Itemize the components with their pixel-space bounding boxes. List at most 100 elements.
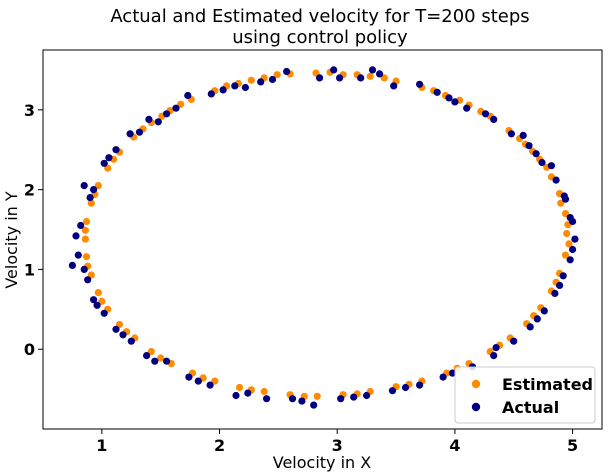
point-actual-38 [206,381,214,389]
legend-marker-actual [471,402,481,412]
y-ticks: 0 1 2 3 [24,101,43,359]
point-actual-54 [559,272,567,280]
point-estimated-12 [366,72,374,80]
point-actual-85 [532,150,540,158]
point-actual-3 [552,176,560,184]
point-actual-7 [490,115,498,123]
point-actual-63 [268,75,277,84]
point-actual-45 [388,387,397,395]
y-tick-label-1: 1 [24,260,35,279]
point-actual-6 [507,130,515,138]
point-estimated-40 [260,387,268,396]
point-actual-4 [538,158,546,167]
point-actual-65 [172,104,180,112]
point-actual-25 [90,186,98,194]
point-estimated-61 [380,74,388,82]
y-axis-label: Velocity in Y [2,191,21,289]
point-actual-56 [569,245,577,254]
point-actual-22 [126,130,134,138]
x-tick-label-2: 3 [332,436,343,455]
point-actual-86 [451,98,459,106]
point-estimated-27 [82,217,91,226]
point-estimated-88 [247,76,255,84]
plot-frame [42,49,603,430]
point-estimated-73 [157,354,165,362]
point-actual-50 [510,337,518,345]
chart-title-line2: using control policy [232,27,408,48]
point-actual-43 [337,395,345,403]
point-actual-18 [207,90,215,98]
point-estimated-71 [98,297,106,305]
point-actual-60 [433,88,441,96]
point-actual-69 [68,261,76,269]
point-actual-35 [143,352,151,360]
legend: Estimated Actual [454,366,596,424]
point-actual-16 [257,78,265,86]
point-actual-74 [194,377,202,385]
point-actual-30 [84,276,92,284]
point-estimated-31 [94,289,102,297]
point-actual-76 [298,397,306,405]
point-estimated-35 [147,348,155,356]
point-actual-32 [100,309,108,317]
point-actual-62 [330,66,338,74]
point-actual-87 [357,74,365,82]
point-actual-0 [571,235,579,243]
point-actual-21 [145,115,153,123]
y-tick-label-0: 0 [24,340,35,359]
point-actual-5 [525,142,533,150]
point-actual-81 [533,315,541,323]
point-estimated-29 [82,253,91,261]
point-actual-59 [481,110,490,118]
x-axis-label: Velocity in X [273,453,372,472]
point-actual-37 [185,373,193,381]
point-actual-12 [368,66,377,74]
point-actual-73 [151,357,159,365]
point-actual-52 [540,307,548,315]
x-tick-label-1: 2 [214,436,225,455]
point-estimated-55 [561,251,570,259]
point-actual-11 [390,82,398,90]
point-actual-13 [336,74,344,82]
point-estimated-84 [557,199,565,207]
point-actual-89 [154,118,162,126]
point-actual-10 [416,80,424,88]
point-actual-61 [376,70,384,78]
point-actual-41 [288,395,297,403]
y-tick-label-2: 2 [24,181,35,200]
legend-label-actual: Actual [502,398,559,417]
y-tick-label-3: 3 [24,101,35,120]
point-actual-68 [86,194,94,202]
point-actual-15 [283,67,291,76]
point-actual-34 [127,337,135,345]
x-tick-label-0: 1 [96,436,107,455]
legend-box [454,366,596,424]
legend-label-estimated: Estimated [502,375,593,394]
point-actual-23 [112,146,120,154]
point-actual-42 [310,401,318,409]
point-estimated-56 [565,240,573,248]
point-actual-19 [184,91,192,100]
point-actual-17 [231,82,239,90]
points-layer [68,66,579,409]
point-actual-46 [416,381,424,389]
point-actual-84 [561,195,570,203]
point-actual-28 [72,232,80,240]
point-actual-39 [232,391,240,400]
point-actual-14 [316,74,324,82]
point-actual-27 [77,221,85,230]
point-actual-51 [526,323,534,331]
point-actual-67 [105,154,113,162]
point-actual-36 [163,357,171,365]
point-actual-79 [448,369,457,377]
point-actual-20 [163,110,171,118]
point-actual-40 [263,395,271,403]
point-actual-70 [80,265,88,273]
point-actual-72 [119,331,127,339]
point-estimated-25 [94,182,102,190]
point-actual-24 [100,159,108,167]
point-actual-55 [566,256,574,264]
point-actual-31 [90,296,98,304]
point-actual-29 [74,251,82,259]
